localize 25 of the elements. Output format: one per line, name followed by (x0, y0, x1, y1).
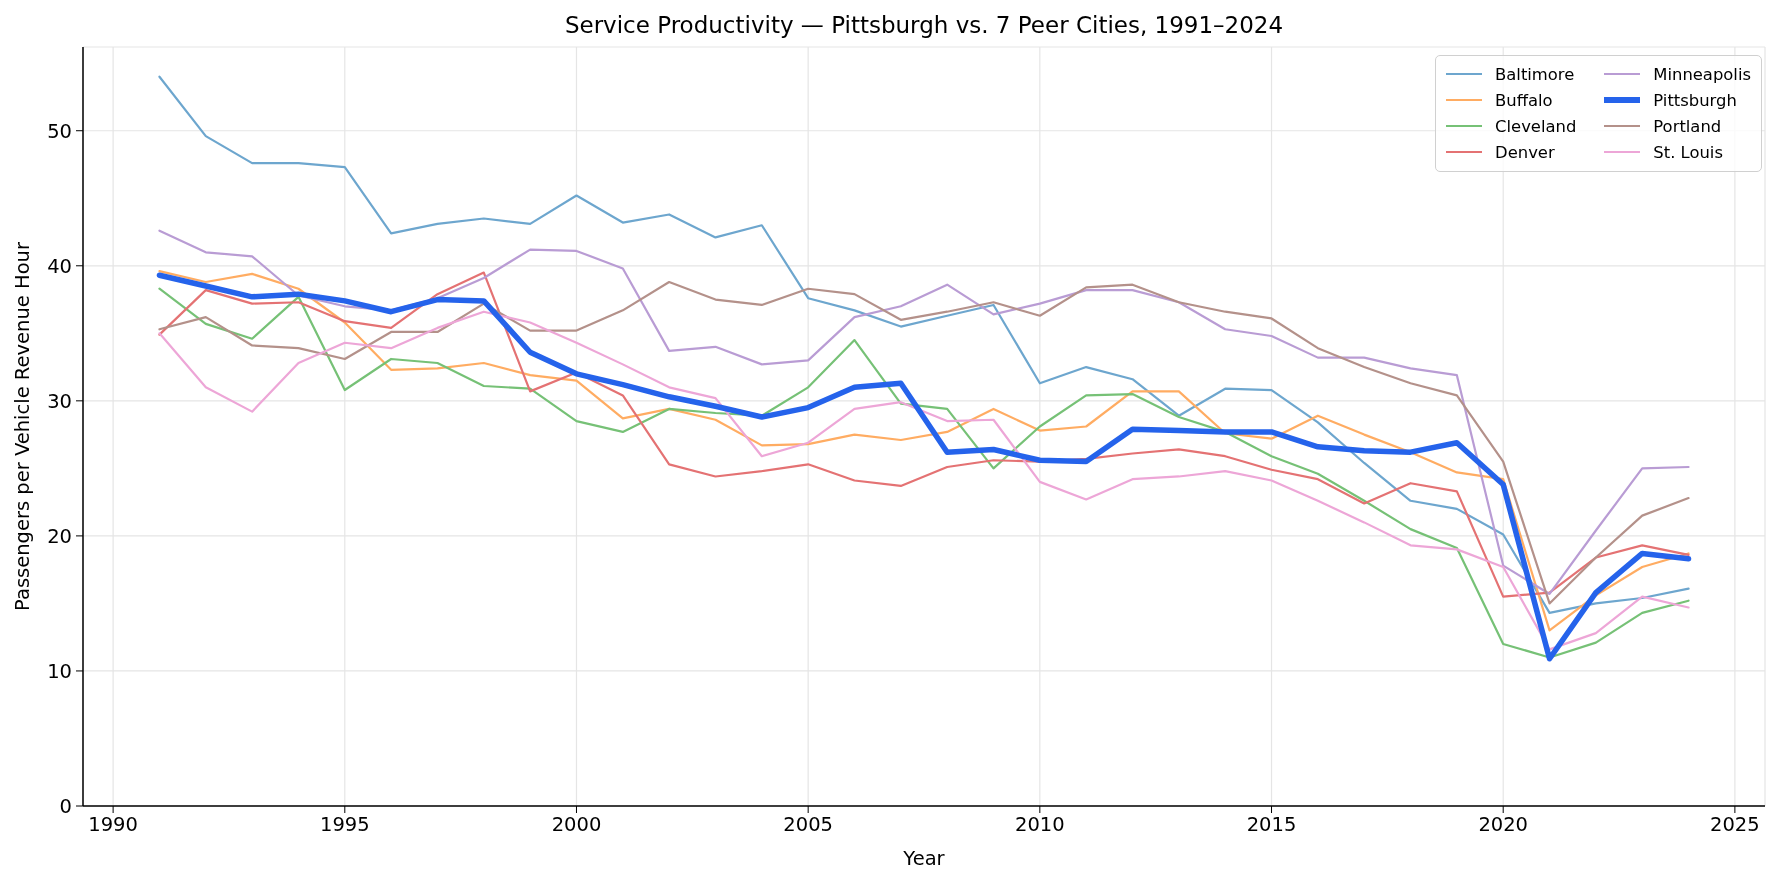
legend-label: Minneapolis (1653, 64, 1751, 84)
x-tick-label: 2000 (551, 812, 602, 836)
chart-title: Service Productivity — Pittsburgh vs. 7 Peer Cities, 1991–2024 (563, 11, 1285, 40)
legend-label: Cleveland (1495, 116, 1577, 136)
y-tick-label: 50 (47, 119, 72, 143)
x-axis-title: Year (902, 846, 946, 870)
x-tick-label: 2020 (1478, 812, 1529, 836)
y-tick-label: 40 (47, 254, 72, 278)
legend-label: Pittsburgh (1653, 90, 1737, 110)
x-tick-label: 2005 (783, 812, 833, 836)
y-axis-title: Passengers per Vehicle Revenue Hour (10, 241, 34, 611)
y-tick-label: 0 (59, 794, 72, 818)
x-tick-label: 1990 (88, 812, 138, 836)
x-tick-label: 2010 (1015, 812, 1065, 836)
y-tick-label: 30 (47, 389, 72, 413)
legend-label: St. Louis (1653, 142, 1723, 162)
y-tick-label: 20 (47, 524, 72, 548)
x-tick-label: 2015 (1246, 812, 1297, 836)
x-tick-label: 1995 (319, 812, 370, 836)
legend-label: Denver (1495, 142, 1555, 162)
x-tick-label: 2025 (1710, 812, 1760, 836)
legend-label: Baltimore (1495, 64, 1575, 84)
legend-label: Portland (1653, 116, 1722, 136)
y-tick-label: 10 (47, 659, 72, 683)
legend-label: Buffalo (1495, 90, 1553, 110)
